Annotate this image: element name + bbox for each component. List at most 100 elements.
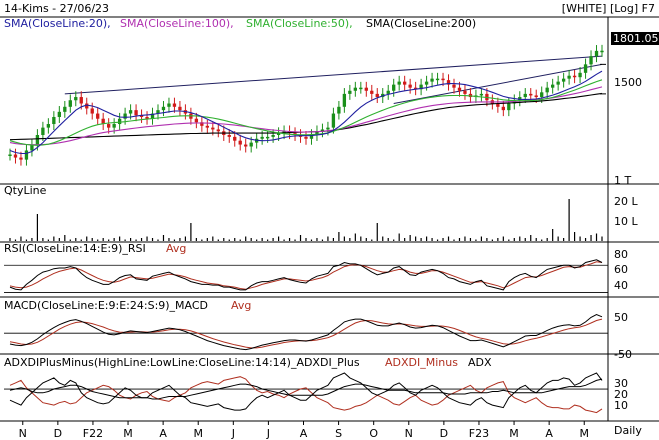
candle-body <box>79 97 83 104</box>
x-axis-label: M <box>509 427 519 440</box>
candle-body <box>52 116 56 125</box>
candle-body <box>8 154 12 157</box>
candle-body <box>63 106 67 112</box>
candle-body <box>578 72 582 78</box>
candle-body <box>408 84 412 88</box>
candle-body <box>353 87 357 91</box>
candle-body <box>107 124 111 128</box>
trendline-upper <box>64 55 603 95</box>
candle-body <box>238 140 242 145</box>
adx-panel: ADXDIPlusMinus(HighLine:LowLine:CloseLin… <box>4 356 628 414</box>
x-axis-label: N <box>19 427 27 440</box>
candle-body <box>551 84 555 88</box>
candle-body <box>337 106 341 114</box>
chart-header-mode[interactable]: [WHITE] [Log] F7 <box>562 2 655 15</box>
candle-body <box>397 81 401 85</box>
rsi-ytick-40: 40 <box>614 279 628 292</box>
candle-body <box>46 124 51 128</box>
candle-body <box>403 81 407 85</box>
rsi-ytick-80: 80 <box>614 248 628 261</box>
candle-body <box>101 118 105 125</box>
candle-body <box>90 108 94 114</box>
candle-body <box>496 103 500 107</box>
x-axis: Daily N D F22 M A M J J A S O N D F23 M A M <box>19 421 642 440</box>
candle-body <box>145 116 149 119</box>
candle-body <box>156 110 160 114</box>
candle-body <box>529 93 533 96</box>
price-sma-lines <box>9 70 603 155</box>
candle-body <box>348 90 352 94</box>
x-axis-label: S <box>335 427 342 440</box>
adx-legend: ADX <box>468 356 492 369</box>
candle-body <box>567 75 571 79</box>
candle-body <box>545 87 549 93</box>
candle-body <box>556 81 560 85</box>
adx-title: ADXDIPlusMinus(HighLine:LowLine:CloseLin… <box>4 356 360 369</box>
candle-body <box>96 113 100 119</box>
x-axis-label: M <box>123 427 133 440</box>
candle-body <box>271 134 275 137</box>
candle-body <box>24 150 29 160</box>
candle-body <box>359 87 363 90</box>
macd-ytick-neg50: -50 <box>614 348 632 361</box>
candle-body <box>540 92 544 98</box>
legend-sma100: SMA(CloseLine:100), <box>120 17 234 30</box>
rsi-ytick-60: 60 <box>614 263 628 276</box>
candle-body <box>19 157 23 160</box>
candle-body <box>200 122 204 126</box>
candle-body <box>304 136 308 139</box>
candle-body <box>424 81 429 85</box>
legend-sma200: SMA(CloseLine:200) <box>366 17 476 30</box>
chart-header-symbol: 14-Kims - 27/06/23 <box>4 2 109 15</box>
price-ytick-1500: 1500 <box>614 76 642 89</box>
x-axis-period[interactable]: Daily <box>614 424 642 437</box>
candle-body <box>205 125 209 128</box>
rsi-panel: RSI(CloseLine:14:E:9)_RSI Avg 80 60 40 <box>4 242 628 293</box>
candle-body <box>41 127 45 135</box>
volume-ytick-20l: 20 L <box>614 195 638 208</box>
candle-body <box>419 84 423 90</box>
candle-body <box>57 111 61 117</box>
price-legend: SMA(CloseLine:20), SMA(CloseLine:100), S… <box>4 17 476 30</box>
candle-body <box>413 87 418 90</box>
macd-line <box>9 313 603 351</box>
price-ytick-1t: 1 T <box>614 174 631 187</box>
candle-body <box>386 90 390 94</box>
candle-body <box>112 124 116 128</box>
candle-body <box>320 129 325 132</box>
candle-body <box>123 113 127 119</box>
adx-di-plus-line <box>9 372 603 411</box>
candle-body <box>85 103 89 109</box>
volume-bars <box>9 199 603 241</box>
x-axis-label: D <box>440 427 448 440</box>
candle-body <box>276 133 281 135</box>
candle-body <box>35 134 40 145</box>
macd-lines <box>4 313 608 351</box>
candle-body <box>479 93 484 96</box>
x-axis-label: M <box>579 427 589 440</box>
candle-body <box>139 115 144 117</box>
last-price-value: 1801.05 <box>613 32 659 45</box>
candle-body <box>68 100 72 107</box>
rsi-avg-legend: Avg <box>166 242 186 255</box>
candle-body <box>534 95 538 98</box>
macd-panel: MACD(CloseLine:E:9:E:24:S:9)_MACD Avg 50… <box>4 299 632 361</box>
adx-line <box>9 378 603 400</box>
adx-minus-legend: ADXDI_Minus <box>385 356 458 369</box>
candle-body <box>463 90 467 94</box>
candle-body <box>331 113 336 128</box>
rsi-title: RSI(CloseLine:14:E:9)_RSI <box>4 242 146 255</box>
candle-body <box>13 154 18 158</box>
candle-body <box>457 87 462 91</box>
macd-ytick-50: 50 <box>614 311 628 324</box>
candle-body <box>233 136 237 141</box>
candle-body <box>216 129 220 132</box>
candle-body <box>309 134 314 139</box>
macd-title: MACD(CloseLine:E:9:E:24:S:9)_MACD <box>4 299 208 312</box>
candle-body <box>74 97 78 101</box>
candle-body <box>392 84 396 91</box>
candle-body <box>227 134 231 137</box>
candle-body <box>30 144 34 151</box>
candle-body <box>194 118 199 123</box>
candle-body <box>594 50 599 57</box>
